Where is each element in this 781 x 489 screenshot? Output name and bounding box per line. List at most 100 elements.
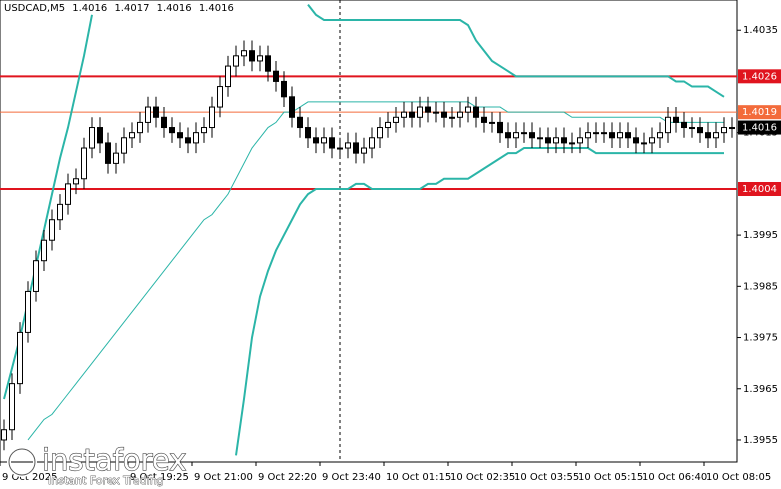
candle-body [721, 127, 727, 134]
candle-body [729, 127, 735, 130]
last-price-label: 1.4016 [742, 123, 777, 134]
candle-body [393, 116, 399, 123]
candle-body [521, 132, 527, 135]
candle-body [161, 116, 167, 129]
candle-body [369, 137, 375, 149]
candle-body [465, 106, 471, 113]
candle-body [649, 137, 655, 144]
y-tick-label: 1.3995 [743, 230, 778, 241]
candle-body [153, 106, 159, 118]
watermark-brand: instaforex [42, 443, 186, 477]
candle-body [641, 142, 647, 145]
level-price-box [738, 182, 781, 196]
x-tick-label: 10 Oct 02:35 [450, 472, 515, 483]
candle-body [89, 127, 95, 149]
candle-body [337, 147, 343, 150]
candle-body [537, 137, 543, 140]
candle-body [593, 132, 599, 135]
candle-body [113, 152, 119, 164]
y-tick-label: 1.3975 [743, 333, 778, 344]
candle-body [561, 137, 567, 144]
candle-body [673, 116, 679, 123]
candle-body [513, 132, 519, 139]
candle-body [353, 142, 359, 154]
candle-body [65, 183, 71, 205]
candle-body [97, 127, 103, 144]
y-tick-label: 1.3955 [743, 435, 778, 446]
candle-body [457, 111, 463, 118]
candle-body [9, 383, 15, 431]
level-price-label: 1.4019 [742, 107, 777, 118]
candle-body [313, 137, 319, 144]
candle-body [529, 132, 535, 139]
candle-body [241, 50, 247, 57]
candle-body [401, 111, 407, 118]
level-price-label: 1.4004 [742, 184, 777, 195]
candle-body [329, 137, 335, 149]
candles [1, 40, 735, 451]
logo-ring-outline [8, 448, 36, 476]
candle-body [105, 142, 111, 164]
x-tick-label: 10 Oct 06:40 [642, 472, 707, 483]
candle-body [441, 111, 447, 118]
symbol: USDCAD,M5 [4, 3, 66, 14]
x-tick-label: 10 Oct 08:05 [706, 472, 771, 483]
candle-body [233, 55, 239, 67]
candle-body [265, 55, 271, 72]
candle-body [321, 137, 327, 144]
candle-body [185, 137, 191, 144]
candle-body [281, 80, 287, 98]
candle-body [49, 219, 55, 241]
candle-body [417, 106, 423, 118]
candle-body [585, 132, 591, 139]
candle-body [449, 116, 455, 119]
candle-body [121, 137, 127, 154]
candle-body [377, 127, 383, 139]
y-tick-label: 1.4035 [743, 25, 778, 36]
candle-body [225, 65, 231, 88]
candle-body [609, 132, 615, 139]
candle-body [257, 55, 263, 62]
candle-body [473, 106, 479, 118]
band-line [27, 101, 724, 441]
candle-body [209, 106, 215, 129]
candle-body [681, 121, 687, 129]
header-open: 1.4016 [72, 3, 108, 14]
candle-body [193, 132, 199, 144]
candle-body [633, 137, 639, 144]
x-tick-label: 9 Oct 23:40 [322, 472, 381, 483]
candle-body [81, 147, 87, 180]
candle-body [145, 106, 151, 123]
candle-body [481, 116, 487, 123]
candle-body [657, 132, 663, 139]
watermark: instaforex Instant Forex Trading [7, 442, 187, 487]
candle-body [705, 132, 711, 139]
x-tick-label: 9 Oct 21:00 [194, 472, 253, 483]
x-tick-label: 9 Oct 22:20 [258, 472, 317, 483]
candle-body [1, 429, 7, 441]
candle-body [129, 132, 135, 139]
candle-body [425, 106, 431, 113]
band-line [235, 147, 724, 456]
candle-body [33, 260, 39, 292]
candle-body [169, 127, 175, 134]
candle-body [697, 127, 703, 134]
y-tick-label: 1.3965 [743, 384, 778, 395]
candle-body [217, 86, 223, 108]
header-low: 1.4016 [156, 3, 192, 14]
candle-body [345, 142, 351, 149]
candle-body [137, 121, 143, 134]
candle-body [553, 137, 559, 144]
level-price-label: 1.4026 [742, 71, 777, 82]
header-close: 1.4016 [198, 3, 234, 14]
candle-body [73, 178, 79, 185]
candle-body [569, 142, 575, 145]
candle-body [489, 121, 495, 124]
x-tick-label: 10 Oct 05:15 [578, 472, 643, 483]
candle-body [665, 116, 671, 134]
candle-body [577, 137, 583, 144]
candle-body [505, 132, 511, 139]
candle-body [249, 50, 255, 62]
